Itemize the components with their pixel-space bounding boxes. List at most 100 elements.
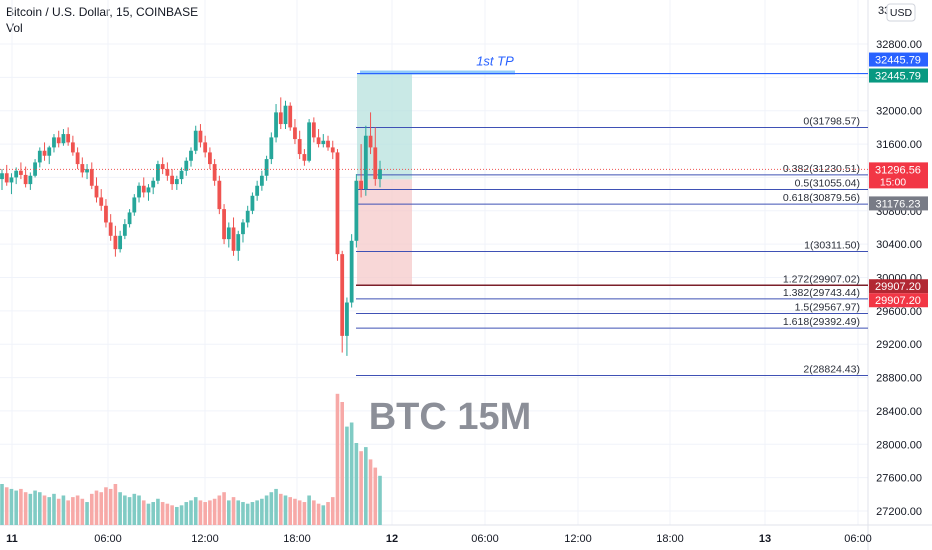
volume-bar xyxy=(160,502,165,525)
x-tick-label: 11 xyxy=(6,533,18,545)
candlestick xyxy=(52,134,56,153)
candle-body xyxy=(146,187,151,193)
candlestick xyxy=(307,119,312,163)
candle-body xyxy=(37,150,42,163)
volume-bar xyxy=(66,500,70,525)
candle-body xyxy=(255,185,260,196)
fib-level-label: 1.618(29392.49) xyxy=(783,316,860,328)
candlestick xyxy=(203,135,208,158)
volume-bar xyxy=(38,492,42,525)
price-badge: 32445.79 xyxy=(869,68,928,83)
candle-body xyxy=(264,159,269,176)
candle-body xyxy=(349,240,354,303)
candlestick xyxy=(278,97,283,130)
volume-bar xyxy=(123,495,127,525)
volume-bar xyxy=(283,495,288,525)
candlestick xyxy=(189,147,193,167)
volume-bar xyxy=(189,500,193,525)
volume-bar xyxy=(364,447,368,525)
candle-body xyxy=(23,174,28,185)
volume-bar xyxy=(330,497,335,525)
volume-bar xyxy=(23,492,28,525)
fib-level-label: 1.382(29743.44) xyxy=(783,287,860,299)
volume-bar xyxy=(52,493,56,525)
volume-bar xyxy=(14,490,18,525)
x-tick-label: 18:00 xyxy=(656,533,684,545)
volume-bar xyxy=(127,497,132,525)
volume-bar xyxy=(260,498,264,525)
candlestick xyxy=(174,175,179,190)
candlestick xyxy=(141,177,146,198)
candlestick xyxy=(269,132,274,165)
candle-body xyxy=(340,254,345,336)
candlestick xyxy=(0,169,4,190)
x-tick-label: 12 xyxy=(386,533,398,545)
candle-body xyxy=(118,235,123,250)
volume-bar xyxy=(75,495,80,525)
candle-body xyxy=(297,139,302,155)
volume-bar xyxy=(316,503,321,525)
candle-body xyxy=(94,185,99,198)
candlestick xyxy=(340,250,345,353)
candlestick xyxy=(354,174,359,248)
candle-body xyxy=(288,105,293,128)
candlestick xyxy=(42,142,47,161)
volume-bar xyxy=(61,495,66,525)
candle-body xyxy=(127,212,132,225)
volume-bar xyxy=(184,502,189,525)
candle-body xyxy=(0,173,4,180)
candlestick xyxy=(302,149,307,166)
price-badge-text: 31296.56 xyxy=(875,164,921,176)
candlestick xyxy=(283,100,288,130)
candlestick xyxy=(316,129,321,148)
candlestick xyxy=(311,117,316,143)
candle-body xyxy=(250,195,255,211)
candlestick xyxy=(373,127,378,186)
volume-bar xyxy=(288,497,293,525)
candlestick xyxy=(378,160,382,188)
volume-bar xyxy=(132,493,137,525)
candle-body xyxy=(368,135,373,148)
volume-bar xyxy=(354,443,359,525)
volume-bar xyxy=(335,393,340,525)
volume-bar xyxy=(0,484,4,525)
candle-body xyxy=(28,175,33,185)
candle-body xyxy=(122,224,127,236)
candle-body xyxy=(335,152,340,255)
candle-body xyxy=(359,180,363,190)
price-badge-text: 31176.23 xyxy=(875,198,920,210)
volume-bar xyxy=(255,500,259,525)
x-tick-label: 18:00 xyxy=(283,533,311,545)
volume-bar xyxy=(47,497,52,525)
candle-body xyxy=(70,142,75,153)
volume-bar xyxy=(33,490,37,525)
candle-body xyxy=(9,177,14,183)
volume-bar xyxy=(151,502,155,525)
volume-indicator-label[interactable]: Vol xyxy=(6,21,23,35)
candle-body xyxy=(113,235,118,250)
candlestick xyxy=(259,170,264,191)
candlestick xyxy=(193,125,198,155)
candle-body xyxy=(354,180,359,241)
candle-body xyxy=(217,180,222,210)
x-tick-label: 12:00 xyxy=(191,533,219,545)
volume-bar xyxy=(42,495,47,525)
candlestick xyxy=(113,225,118,257)
candlestick xyxy=(146,184,151,201)
candlestick xyxy=(4,164,9,186)
candlestick xyxy=(293,119,297,145)
price-badge-text: 29907.20 xyxy=(875,281,921,293)
volume-bar xyxy=(193,497,198,525)
volume-bar xyxy=(373,467,378,525)
volume-bar xyxy=(85,502,89,525)
candle-body xyxy=(321,140,326,145)
x-tick-label: 06:00 xyxy=(94,533,122,545)
candlestick xyxy=(165,162,170,181)
candlestick xyxy=(359,144,363,198)
volume-bar xyxy=(245,503,250,525)
volume-bar xyxy=(340,402,344,525)
candlestick xyxy=(85,164,89,180)
price-badge-box xyxy=(869,293,928,308)
